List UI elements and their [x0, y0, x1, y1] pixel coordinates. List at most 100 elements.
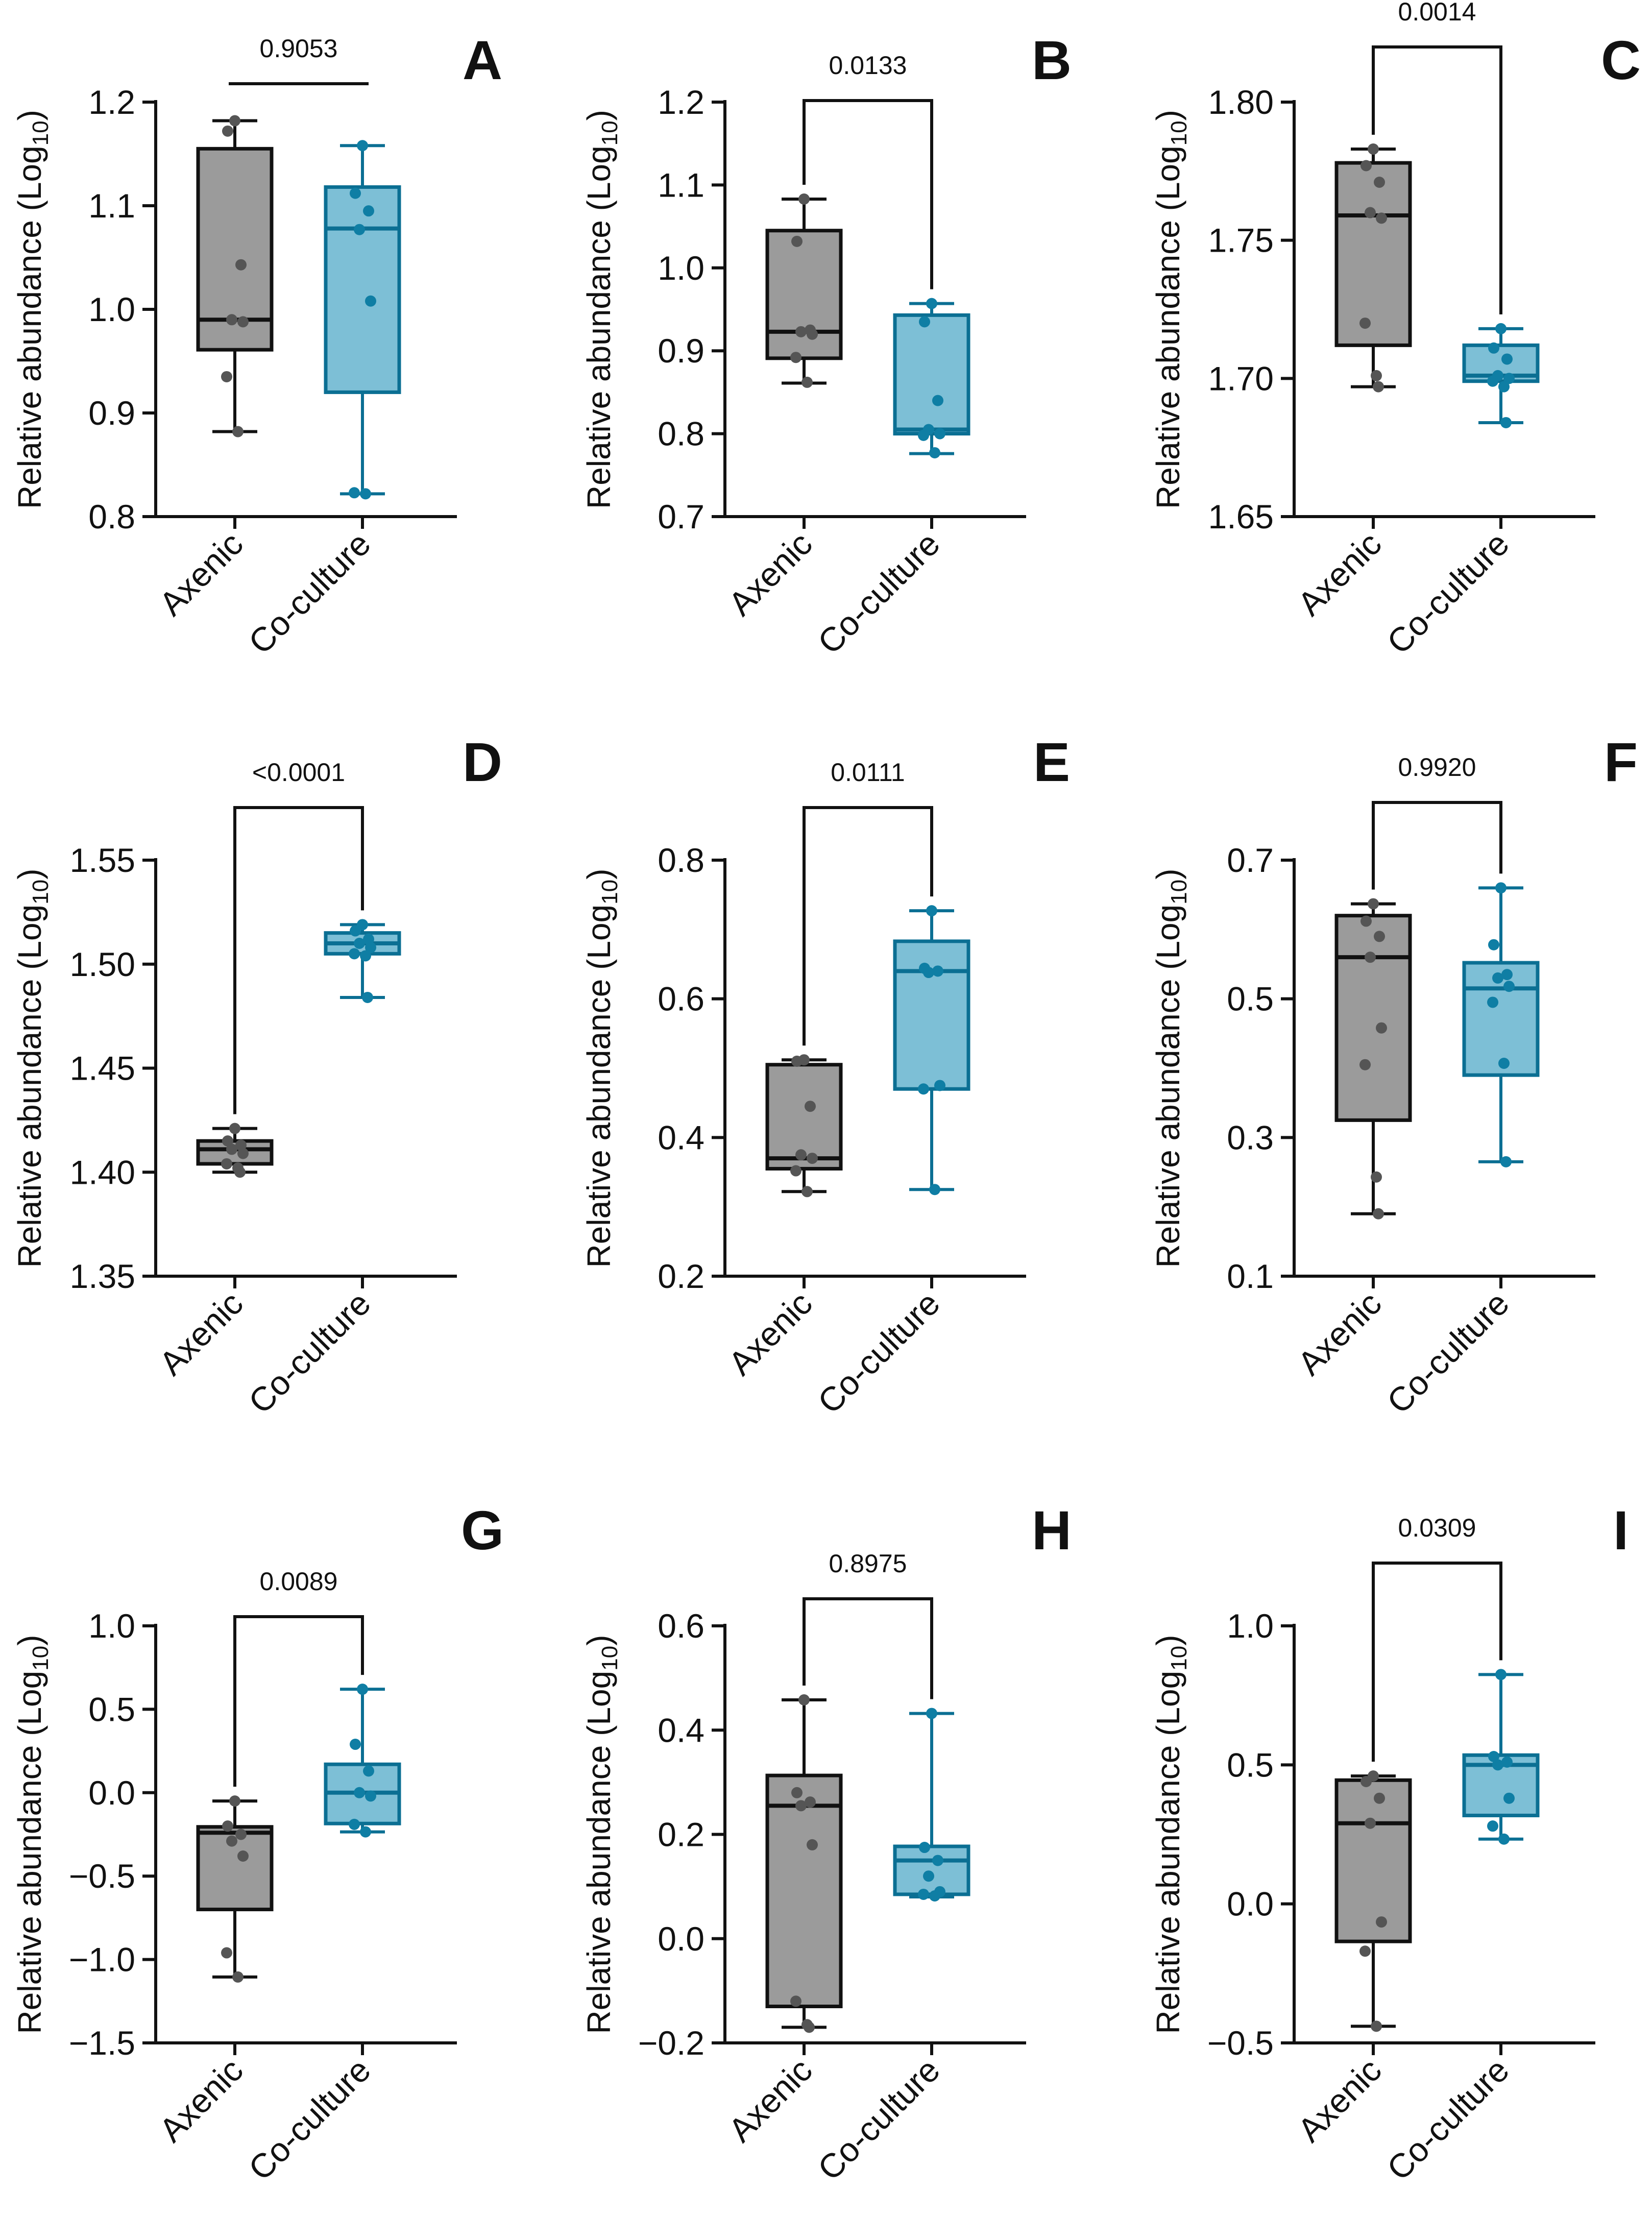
data-point	[1495, 323, 1507, 334]
data-point	[1376, 1022, 1387, 1034]
data-point	[798, 1694, 810, 1706]
y-tick-label: 0.3	[1227, 1118, 1274, 1156]
data-point	[365, 1790, 376, 1802]
box-coculture	[324, 919, 401, 1003]
data-point	[237, 1148, 249, 1159]
x-category-label: Axenic	[152, 2051, 250, 2149]
data-point	[1500, 417, 1512, 428]
significance-bracket	[233, 1615, 364, 1787]
y-tick-label: 0.8	[88, 498, 135, 535]
data-point	[790, 352, 801, 363]
data-point	[1361, 915, 1372, 927]
data-point	[791, 1787, 803, 1798]
iqr-box	[765, 229, 843, 360]
y-tick-label: 0.7	[658, 498, 704, 535]
y-tick-label: 0.6	[658, 1607, 704, 1645]
data-point	[229, 115, 240, 127]
y-tick-label: 0.6	[658, 980, 704, 1018]
y-tick-label: 0.0	[658, 1920, 704, 1958]
y-tick-label: 1.1	[88, 187, 135, 225]
data-point	[226, 1143, 237, 1155]
data-point	[1365, 207, 1376, 218]
panel-letter: A	[463, 29, 502, 91]
data-point	[1374, 176, 1385, 188]
iqr-box	[893, 939, 970, 1091]
data-point	[932, 395, 943, 406]
data-point	[1371, 370, 1382, 381]
data-point	[795, 1149, 807, 1161]
box-axenic	[1334, 1770, 1412, 2032]
x-category-label: Co-culture	[241, 1284, 378, 1421]
y-tick-label: 1.0	[88, 1607, 135, 1645]
y-tick-label: −1.0	[69, 1941, 135, 1979]
box-coculture	[893, 298, 970, 458]
data-point	[1501, 353, 1513, 365]
data-point	[222, 1820, 233, 1832]
data-point	[235, 259, 247, 271]
data-point	[1495, 882, 1507, 894]
y-tick-label: 1.35	[70, 1257, 135, 1295]
significance-bracket	[803, 806, 933, 1046]
data-point	[1500, 1156, 1512, 1167]
y-tick-label: 0.2	[658, 1257, 704, 1295]
y-tick-label: 0.0	[1227, 1885, 1274, 1923]
data-point	[232, 426, 244, 437]
data-point	[1495, 1669, 1507, 1680]
data-point	[923, 967, 934, 979]
panel-letter: B	[1032, 29, 1072, 91]
data-point	[221, 371, 232, 382]
x-category-label: Axenic	[721, 2051, 819, 2149]
data-point	[363, 1765, 374, 1777]
data-point	[1373, 381, 1384, 393]
data-point	[932, 1855, 943, 1866]
data-point	[1488, 939, 1499, 950]
y-tick-label: 0.8	[658, 841, 704, 879]
panel-letter: G	[461, 1499, 504, 1561]
data-point	[791, 1055, 803, 1067]
data-point	[934, 428, 945, 440]
p-value-label: 0.9053	[260, 34, 338, 63]
x-category-label: Axenic	[152, 525, 250, 623]
data-point	[798, 193, 810, 205]
data-point	[918, 1888, 929, 1900]
iqr-box	[1334, 1778, 1412, 1943]
y-tick-label: 1.55	[70, 841, 135, 879]
y-tick-label: −0.5	[1207, 2024, 1274, 2062]
y-axis-title: Relative abundance (Log10)	[1150, 110, 1192, 509]
data-point	[349, 487, 360, 499]
data-point	[1376, 212, 1387, 224]
data-point	[1501, 969, 1513, 981]
data-point	[237, 316, 249, 328]
iqr-box	[893, 313, 970, 436]
data-point	[229, 1795, 240, 1807]
box-axenic	[196, 1123, 274, 1178]
data-point	[360, 950, 371, 962]
data-point	[1503, 1792, 1515, 1804]
y-tick-label: −0.5	[69, 1857, 135, 1895]
p-value-label: 0.9920	[1398, 753, 1476, 782]
y-axis-title: Relative abundance (Log10)	[11, 110, 53, 509]
panel-h: −0.2 0.0 0.2 0.4 0.6 Relative abundance (Log1…	[580, 1499, 1072, 2187]
y-tick-label: 1.80	[1208, 83, 1274, 121]
x-category-label: Axenic	[1290, 2051, 1388, 2149]
x-category-label: Axenic	[152, 1284, 250, 1382]
data-point	[232, 1971, 244, 1983]
significance-bracket	[233, 806, 364, 1114]
y-axis-title: Relative abundance (Log10)	[1150, 1635, 1192, 2034]
y-tick-label: 0.5	[1227, 1746, 1274, 1784]
box-axenic	[1334, 143, 1412, 393]
y-axis-title: Relative abundance (Log10)	[1150, 869, 1192, 1268]
data-point	[919, 316, 930, 328]
y-tick-label: 0.5	[1227, 980, 1274, 1018]
y-tick-label: 1.0	[88, 290, 135, 328]
x-category-label: Co-culture	[1379, 2051, 1516, 2188]
y-tick-label: 0.4	[658, 1118, 704, 1156]
data-point	[790, 1165, 801, 1177]
y-tick-label: 1.0	[658, 249, 704, 287]
significance-bracket	[1372, 801, 1502, 890]
box-coculture	[1462, 1669, 1540, 1845]
data-point	[801, 376, 813, 388]
panel-a: 0.8 0.9 1.0 1.1 1.2 Relative abundance (Log10…	[11, 29, 502, 661]
y-tick-label: 0.1	[1227, 1257, 1274, 1295]
